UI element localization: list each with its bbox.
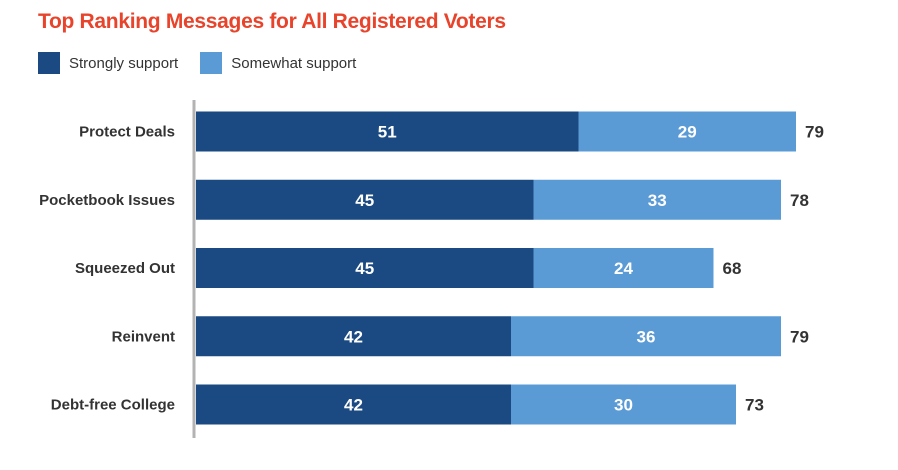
bar-label-strongly-support-pocketbook-issues: 45 [355,191,374,210]
bar-strongly-support-squeezed-out [196,248,534,288]
bar-label-somewhat-support-pocketbook-issues: 33 [648,191,667,210]
bar-label-somewhat-support-debt-free-college: 30 [614,396,633,415]
bar-label-somewhat-support-protect-deals: 29 [678,123,697,142]
bar-label-somewhat-support-reinvent: 36 [637,327,656,346]
bar-label-somewhat-support-squeezed-out: 24 [614,259,633,278]
bar-strongly-support-protect-deals [196,111,579,152]
total-label-debt-free-college: 73 [745,396,764,415]
bar-label-strongly-support-debt-free-college: 42 [344,396,363,415]
bar-strongly-support-reinvent [196,316,511,357]
legend-item-somewhat-support: Somewhat support [200,52,356,74]
bar-strongly-support-debt-free-college [196,384,511,425]
category-label-protect-deals: Protect Deals [79,124,175,141]
bar-somewhat-support-debt-free-college [511,384,736,425]
total-label-protect-deals: 79 [805,123,824,142]
bar-label-strongly-support-protect-deals: 51 [378,123,397,142]
category-label-squeezed-out: Squeezed Out [75,260,175,277]
bar-somewhat-support-squeezed-out [533,248,714,288]
category-label-debt-free-college: Debt-free College [51,397,175,414]
category-label-reinvent: Reinvent [112,328,175,345]
legend-item-strongly-support: Strongly support [38,52,178,74]
bar-strongly-support-pocketbook-issues [196,179,534,220]
total-label-squeezed-out: 68 [723,259,742,278]
bar-somewhat-support-pocketbook-issues [533,179,781,220]
category-label-pocketbook-issues: Pocketbook Issues [39,192,175,209]
bar-label-strongly-support-reinvent: 42 [344,327,363,346]
legend-swatch-strongly-support [38,52,60,74]
total-label-pocketbook-issues: 78 [790,191,809,210]
legend-swatch-somewhat-support [200,52,223,74]
total-label-reinvent: 79 [790,327,809,346]
legend-label-somewhat-support: Somewhat support [231,54,357,72]
legend-label-strongly-support: Strongly support [69,54,179,72]
bar-somewhat-support-reinvent [511,316,781,357]
chart-title: Top Ranking Messages for All Registered … [38,10,506,33]
bar-somewhat-support-protect-deals [578,111,796,152]
bar-label-strongly-support-squeezed-out: 45 [355,259,374,278]
legend: Strongly support Somewhat support [38,52,378,74]
